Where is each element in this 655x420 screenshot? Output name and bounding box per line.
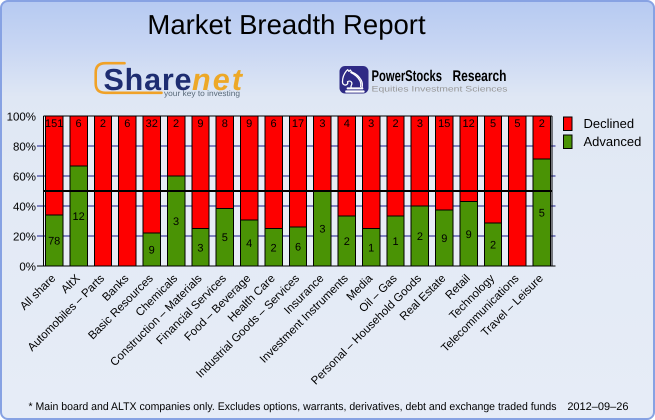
svg-text:1: 1	[392, 236, 398, 248]
svg-text:32: 32	[146, 118, 158, 130]
svg-text:3: 3	[319, 224, 325, 236]
svg-text:2: 2	[539, 118, 545, 130]
svg-text:60%: 60%	[13, 172, 36, 184]
svg-text:5: 5	[514, 118, 520, 130]
svg-text:2: 2	[271, 242, 277, 254]
svg-text:2: 2	[100, 118, 106, 130]
svg-text:1: 1	[368, 242, 374, 254]
svg-text:100%: 100%	[7, 112, 36, 124]
svg-text:PowerStocks: PowerStocks	[372, 68, 443, 85]
svg-text:2012–09–26: 2012–09–26	[567, 401, 628, 413]
svg-text:Declined: Declined	[584, 116, 635, 131]
svg-text:3: 3	[173, 216, 179, 228]
svg-text:* Main board and ALTX companie: * Main board and ALTX companies only. Ex…	[29, 401, 557, 413]
svg-text:9: 9	[149, 245, 155, 257]
svg-text:5: 5	[539, 207, 545, 219]
svg-text:Equities Investment Sciences: Equities Investment Sciences	[372, 85, 508, 94]
svg-text:12: 12	[463, 118, 475, 130]
svg-text:12: 12	[72, 211, 84, 223]
svg-text:17: 17	[292, 118, 304, 130]
svg-text:40%: 40%	[13, 202, 36, 214]
svg-text:Market Breadth Report: Market Breadth Report	[147, 9, 426, 40]
svg-text:4: 4	[344, 118, 350, 130]
svg-text:net: net	[192, 63, 244, 97]
svg-text:9: 9	[441, 233, 447, 245]
svg-text:9: 9	[466, 229, 472, 241]
svg-text:Advanced: Advanced	[584, 134, 642, 149]
svg-text:6: 6	[76, 118, 82, 130]
svg-text:78: 78	[48, 235, 60, 247]
svg-text:2: 2	[490, 240, 496, 252]
svg-text:2: 2	[344, 236, 350, 248]
svg-text:2: 2	[417, 231, 423, 243]
svg-text:Share: Share	[104, 63, 192, 97]
svg-text:2: 2	[392, 118, 398, 130]
svg-text:6: 6	[124, 118, 130, 130]
svg-text:151: 151	[45, 118, 63, 130]
svg-text:9: 9	[197, 118, 203, 130]
svg-text:3: 3	[417, 118, 423, 130]
svg-text:3: 3	[197, 242, 203, 254]
svg-text:All share: All share	[18, 273, 58, 313]
svg-text:4: 4	[246, 238, 252, 250]
svg-text:8: 8	[222, 118, 228, 130]
svg-text:6: 6	[271, 118, 277, 130]
svg-text:2: 2	[173, 118, 179, 130]
svg-text:9: 9	[246, 118, 252, 130]
svg-text:15: 15	[438, 118, 450, 130]
svg-text:6: 6	[295, 241, 301, 253]
svg-text:your key to investing: your key to investing	[164, 89, 240, 98]
svg-text:5: 5	[222, 232, 228, 244]
svg-text:0%: 0%	[19, 262, 36, 274]
svg-text:80%: 80%	[13, 142, 36, 154]
svg-text:20%: 20%	[13, 232, 36, 244]
svg-text:Research: Research	[453, 68, 507, 85]
svg-text:3: 3	[319, 118, 325, 130]
svg-text:3: 3	[368, 118, 374, 130]
svg-text:5: 5	[490, 118, 496, 130]
